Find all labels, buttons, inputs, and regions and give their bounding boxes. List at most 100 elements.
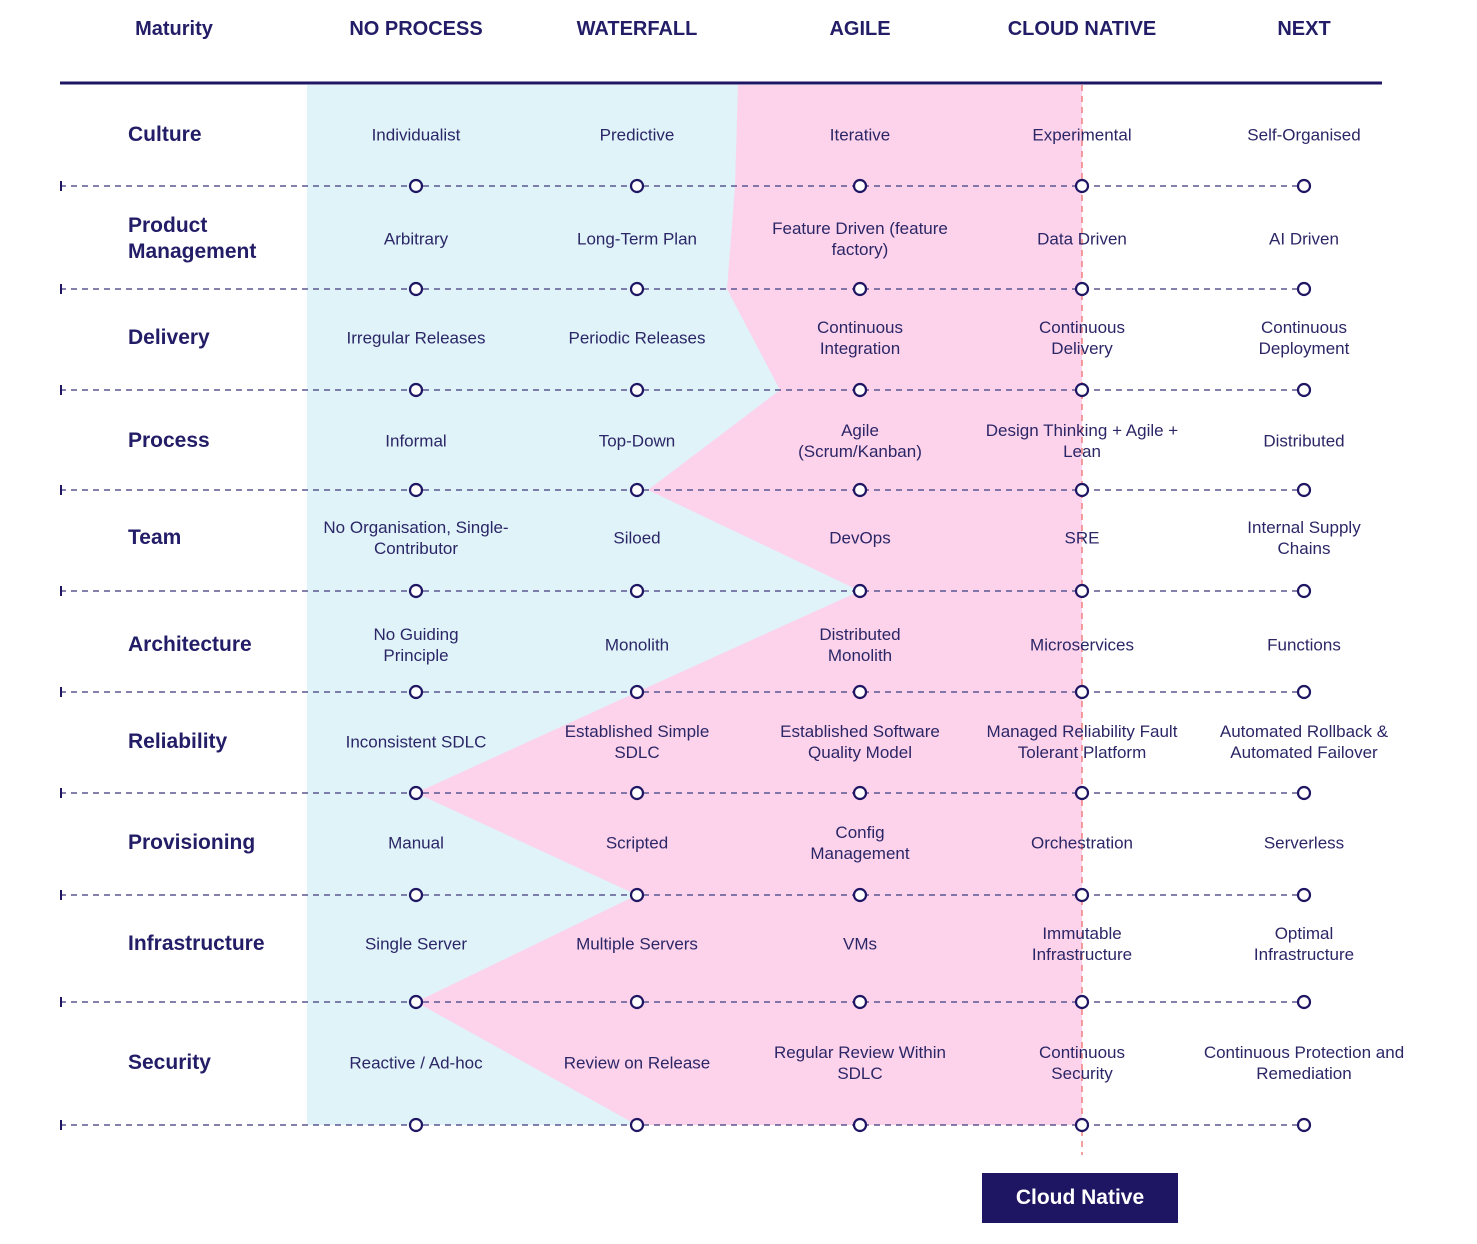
row-label: Reliability bbox=[128, 730, 228, 753]
column-header: NEXT bbox=[1277, 18, 1331, 40]
maturity-cell: Continuous Protection and Remediation bbox=[1203, 1043, 1405, 1083]
maturity-cell: Continuous Delivery bbox=[1038, 318, 1125, 358]
grid-node bbox=[629, 281, 645, 297]
maturity-cell: Inconsistent SDLC bbox=[345, 732, 487, 752]
grid-node bbox=[852, 382, 868, 398]
maturity-cell: Review on Release bbox=[563, 1053, 711, 1073]
maturity-cell: Multiple Servers bbox=[576, 934, 698, 954]
grid-node bbox=[852, 994, 868, 1010]
grid-node bbox=[1074, 785, 1090, 801]
grid-node bbox=[1074, 583, 1090, 599]
maturity-cell: Continuous Deployment bbox=[1258, 318, 1350, 358]
grid-node bbox=[1296, 281, 1312, 297]
grid-node bbox=[852, 1117, 868, 1133]
grid-node bbox=[1074, 178, 1090, 194]
grid-node bbox=[1296, 382, 1312, 398]
grid-node bbox=[1074, 281, 1090, 297]
maturity-cell: Arbitrary bbox=[383, 229, 449, 249]
grid-node bbox=[852, 482, 868, 498]
row-label: Security bbox=[128, 1051, 211, 1074]
maturity-cell: Iterative bbox=[829, 125, 891, 145]
maturity-cell: VMs bbox=[843, 934, 877, 954]
grid-node bbox=[629, 178, 645, 194]
row-label: Infrastructure bbox=[128, 932, 265, 955]
grid-node bbox=[1296, 994, 1312, 1010]
maturity-cell: Self-Organised bbox=[1247, 125, 1361, 145]
row-label: Culture bbox=[128, 123, 202, 146]
grid-node bbox=[852, 785, 868, 801]
grid-node bbox=[1296, 583, 1312, 599]
current-maturity-zone bbox=[416, 85, 1082, 1125]
grid-node bbox=[1074, 684, 1090, 700]
row-label: Process bbox=[128, 429, 210, 452]
column-header: CLOUD NATIVE bbox=[1007, 18, 1157, 40]
maturity-header: Maturity bbox=[135, 18, 213, 40]
maturity-cell: Managed Reliability Fault Tolerant Platf… bbox=[986, 722, 1178, 762]
maturity-cell: SRE bbox=[1064, 528, 1100, 548]
grid-node bbox=[408, 684, 424, 700]
grid-node bbox=[852, 281, 868, 297]
maturity-cell: Microservices bbox=[1030, 635, 1134, 655]
maturity-cell: Serverless bbox=[1263, 833, 1345, 853]
cloud-native-button[interactable]: Cloud Native bbox=[982, 1173, 1178, 1223]
grid-node bbox=[1074, 887, 1090, 903]
maturity-cell: Siloed bbox=[613, 528, 661, 548]
maturity-cell: No Organisation, Single-Contributor bbox=[323, 518, 509, 558]
grid-node bbox=[629, 785, 645, 801]
grid-node bbox=[629, 684, 645, 700]
maturity-cell: Periodic Releases bbox=[568, 328, 706, 348]
maturity-cell: Continuous Security bbox=[1038, 1043, 1125, 1083]
maturity-cell: Established Software Quality Model bbox=[780, 722, 940, 762]
maturity-cell: Distributed bbox=[1263, 431, 1345, 451]
maturity-cell: Internal Supply Chains bbox=[1247, 518, 1361, 558]
grid-node bbox=[408, 785, 424, 801]
grid-node bbox=[852, 178, 868, 194]
grid-node bbox=[1296, 1117, 1312, 1133]
maturity-cell: Experimental bbox=[1032, 125, 1132, 145]
maturity-cell: Predictive bbox=[599, 125, 675, 145]
row-label: Product Management bbox=[128, 214, 257, 263]
column-header: AGILE bbox=[829, 18, 891, 40]
grid-node bbox=[629, 1117, 645, 1133]
grid-node bbox=[408, 382, 424, 398]
maturity-cell: Config Management bbox=[810, 823, 910, 863]
grid-node bbox=[629, 994, 645, 1010]
maturity-cell: Immutable Infrastructure bbox=[1031, 924, 1133, 964]
maturity-cell: Design Thinking + Agile + Lean bbox=[985, 421, 1179, 461]
row-label: Delivery bbox=[128, 326, 210, 349]
grid-node bbox=[1296, 785, 1312, 801]
maturity-cell: Functions bbox=[1267, 635, 1341, 655]
grid-node bbox=[629, 382, 645, 398]
maturity-cell: Irregular Releases bbox=[346, 328, 486, 348]
maturity-cell: Feature Driven (feature factory) bbox=[772, 219, 948, 259]
grid-node bbox=[629, 482, 645, 498]
maturity-cell: Reactive / Ad-hoc bbox=[349, 1053, 483, 1073]
maturity-cell: Informal bbox=[385, 431, 447, 451]
maturity-cell: No Guiding Principle bbox=[373, 625, 459, 665]
maturity-cell: Regular Review Within SDLC bbox=[774, 1043, 946, 1083]
grid-node bbox=[408, 887, 424, 903]
maturity-cell: DevOps bbox=[829, 528, 891, 548]
maturity-cell: Automated Rollback & Automated Failover bbox=[1219, 722, 1389, 762]
grid-node bbox=[408, 178, 424, 194]
row-label: Provisioning bbox=[128, 831, 256, 854]
maturity-cell: Monolith bbox=[604, 635, 670, 655]
grid-node bbox=[852, 583, 868, 599]
grid-node bbox=[408, 583, 424, 599]
grid-node bbox=[408, 994, 424, 1010]
grid-node bbox=[408, 281, 424, 297]
maturity-cell: Distributed Monolith bbox=[819, 625, 901, 665]
column-header: NO PROCESS bbox=[349, 18, 483, 40]
maturity-cell: Manual bbox=[388, 833, 444, 853]
grid-node bbox=[1074, 1117, 1090, 1133]
row-label: Team bbox=[128, 526, 182, 549]
grid-node bbox=[852, 887, 868, 903]
maturity-cell: Single Server bbox=[364, 934, 468, 954]
maturity-cell: Continuous Integration bbox=[816, 318, 903, 358]
grid-node bbox=[1074, 382, 1090, 398]
grid-node bbox=[629, 583, 645, 599]
grid-node bbox=[1296, 887, 1312, 903]
maturity-cell: Scripted bbox=[605, 833, 669, 853]
maturity-cell: Orchestration bbox=[1030, 833, 1134, 853]
